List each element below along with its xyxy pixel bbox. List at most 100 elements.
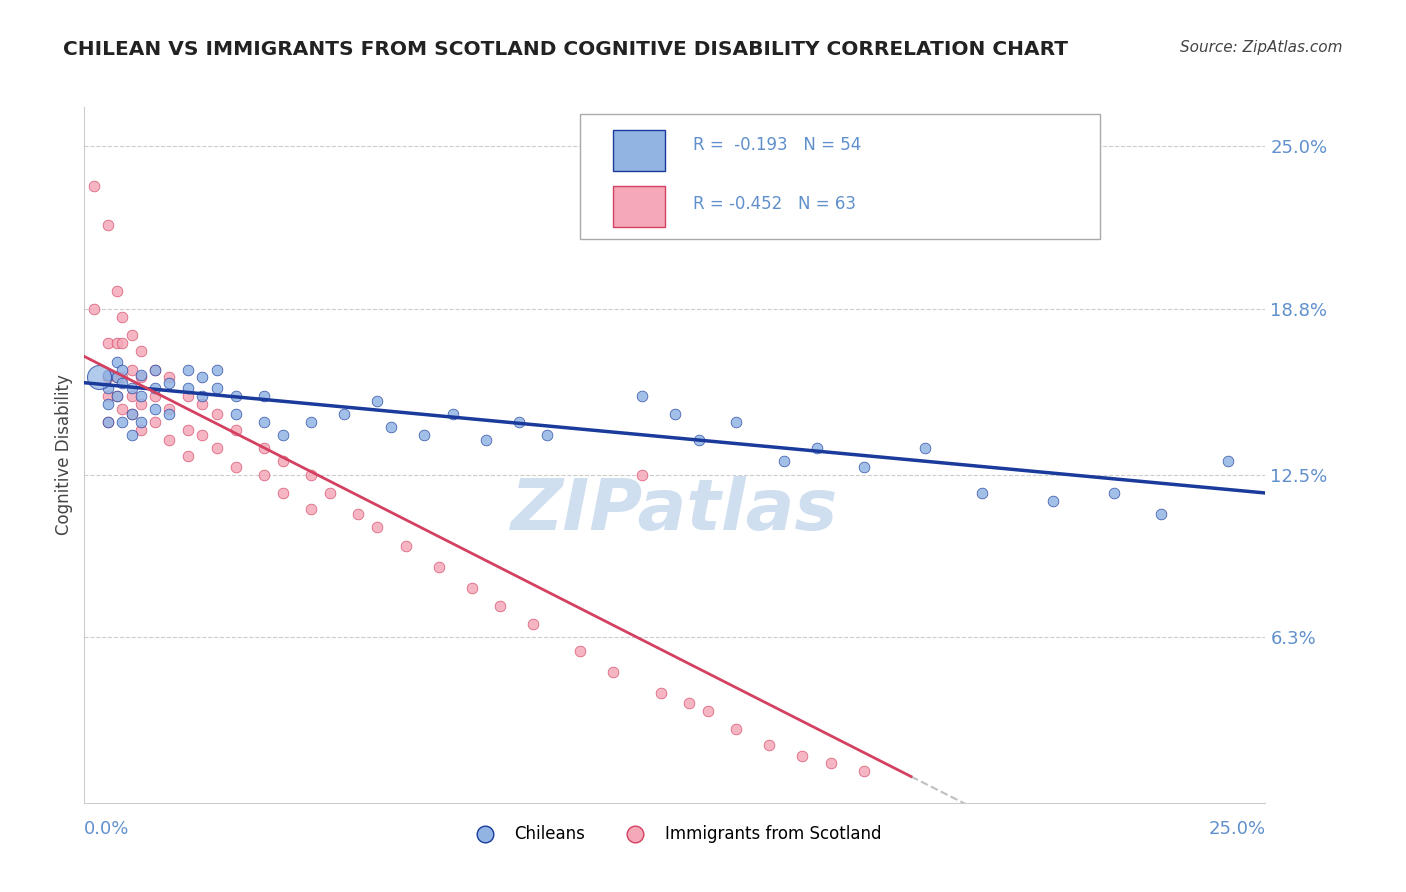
Point	[820, 756, 842, 771]
Point	[157, 434, 180, 448]
Point	[129, 415, 152, 429]
Point	[177, 389, 200, 403]
Point	[664, 407, 686, 421]
Point	[299, 467, 322, 482]
Text: 25.0%: 25.0%	[1208, 821, 1265, 838]
Point	[602, 665, 624, 679]
Point	[688, 434, 710, 448]
Point	[205, 442, 228, 456]
Point	[129, 368, 152, 382]
Point	[143, 381, 166, 395]
Point	[271, 454, 294, 468]
Point	[508, 415, 530, 429]
Point	[970, 486, 993, 500]
Legend: Chileans, Immigrants from Scotland: Chileans, Immigrants from Scotland	[461, 819, 889, 850]
Point	[97, 389, 120, 403]
Point	[111, 310, 134, 324]
Point	[143, 401, 166, 416]
Point	[107, 370, 129, 384]
Point	[97, 218, 120, 232]
Point	[129, 389, 152, 403]
Point	[271, 428, 294, 442]
Point	[1150, 507, 1173, 521]
Point	[697, 704, 720, 718]
Point	[97, 336, 120, 351]
Point	[121, 362, 143, 376]
Point	[758, 738, 780, 752]
Point	[225, 389, 247, 403]
Point	[191, 370, 214, 384]
Point	[121, 407, 143, 421]
Point	[914, 442, 936, 456]
Point	[1042, 494, 1064, 508]
Point	[630, 389, 652, 403]
Point	[111, 415, 134, 429]
Point	[1216, 454, 1239, 468]
Point	[253, 415, 276, 429]
Point	[121, 389, 143, 403]
Point	[725, 723, 748, 737]
Point	[299, 501, 322, 516]
Point	[177, 423, 200, 437]
Point	[366, 394, 388, 409]
Point	[792, 748, 814, 763]
Point	[111, 362, 134, 376]
Point	[489, 599, 512, 613]
Point	[413, 428, 436, 442]
Point	[630, 467, 652, 482]
Point	[271, 486, 294, 500]
Point	[852, 459, 875, 474]
Point	[205, 381, 228, 395]
Point	[253, 467, 276, 482]
Point	[380, 420, 402, 434]
Point	[191, 389, 214, 403]
Point	[427, 559, 450, 574]
Point	[225, 423, 247, 437]
Point	[191, 428, 214, 442]
Point	[107, 370, 129, 384]
Point	[225, 407, 247, 421]
Point	[852, 764, 875, 779]
Point	[111, 336, 134, 351]
Point	[111, 376, 134, 390]
Point	[107, 389, 129, 403]
Point	[725, 415, 748, 429]
Point	[772, 454, 794, 468]
Point	[107, 284, 129, 298]
Point	[461, 581, 484, 595]
Point	[157, 376, 180, 390]
Point	[97, 370, 120, 384]
FancyBboxPatch shape	[581, 114, 1099, 239]
Y-axis label: Cognitive Disability: Cognitive Disability	[55, 375, 73, 535]
Point	[129, 423, 152, 437]
Point	[522, 617, 544, 632]
Point	[143, 415, 166, 429]
Point	[678, 696, 700, 710]
Point	[205, 407, 228, 421]
Point	[347, 507, 370, 521]
Point	[319, 486, 342, 500]
Point	[225, 459, 247, 474]
Point	[253, 389, 276, 403]
Point	[441, 407, 464, 421]
Point	[111, 401, 134, 416]
Point	[299, 415, 322, 429]
Point	[107, 355, 129, 369]
Point	[177, 449, 200, 463]
Point	[121, 407, 143, 421]
Point	[97, 381, 120, 395]
Point	[129, 344, 152, 359]
FancyBboxPatch shape	[613, 186, 665, 227]
Point	[1102, 486, 1125, 500]
Point	[83, 178, 105, 193]
Point	[806, 442, 828, 456]
Point	[569, 643, 592, 657]
Point	[650, 685, 672, 699]
Point	[157, 407, 180, 421]
Point	[177, 362, 200, 376]
Text: R = -0.452   N = 63: R = -0.452 N = 63	[693, 195, 856, 213]
Point	[253, 442, 276, 456]
FancyBboxPatch shape	[613, 130, 665, 171]
Point	[205, 362, 228, 376]
Point	[97, 368, 120, 382]
